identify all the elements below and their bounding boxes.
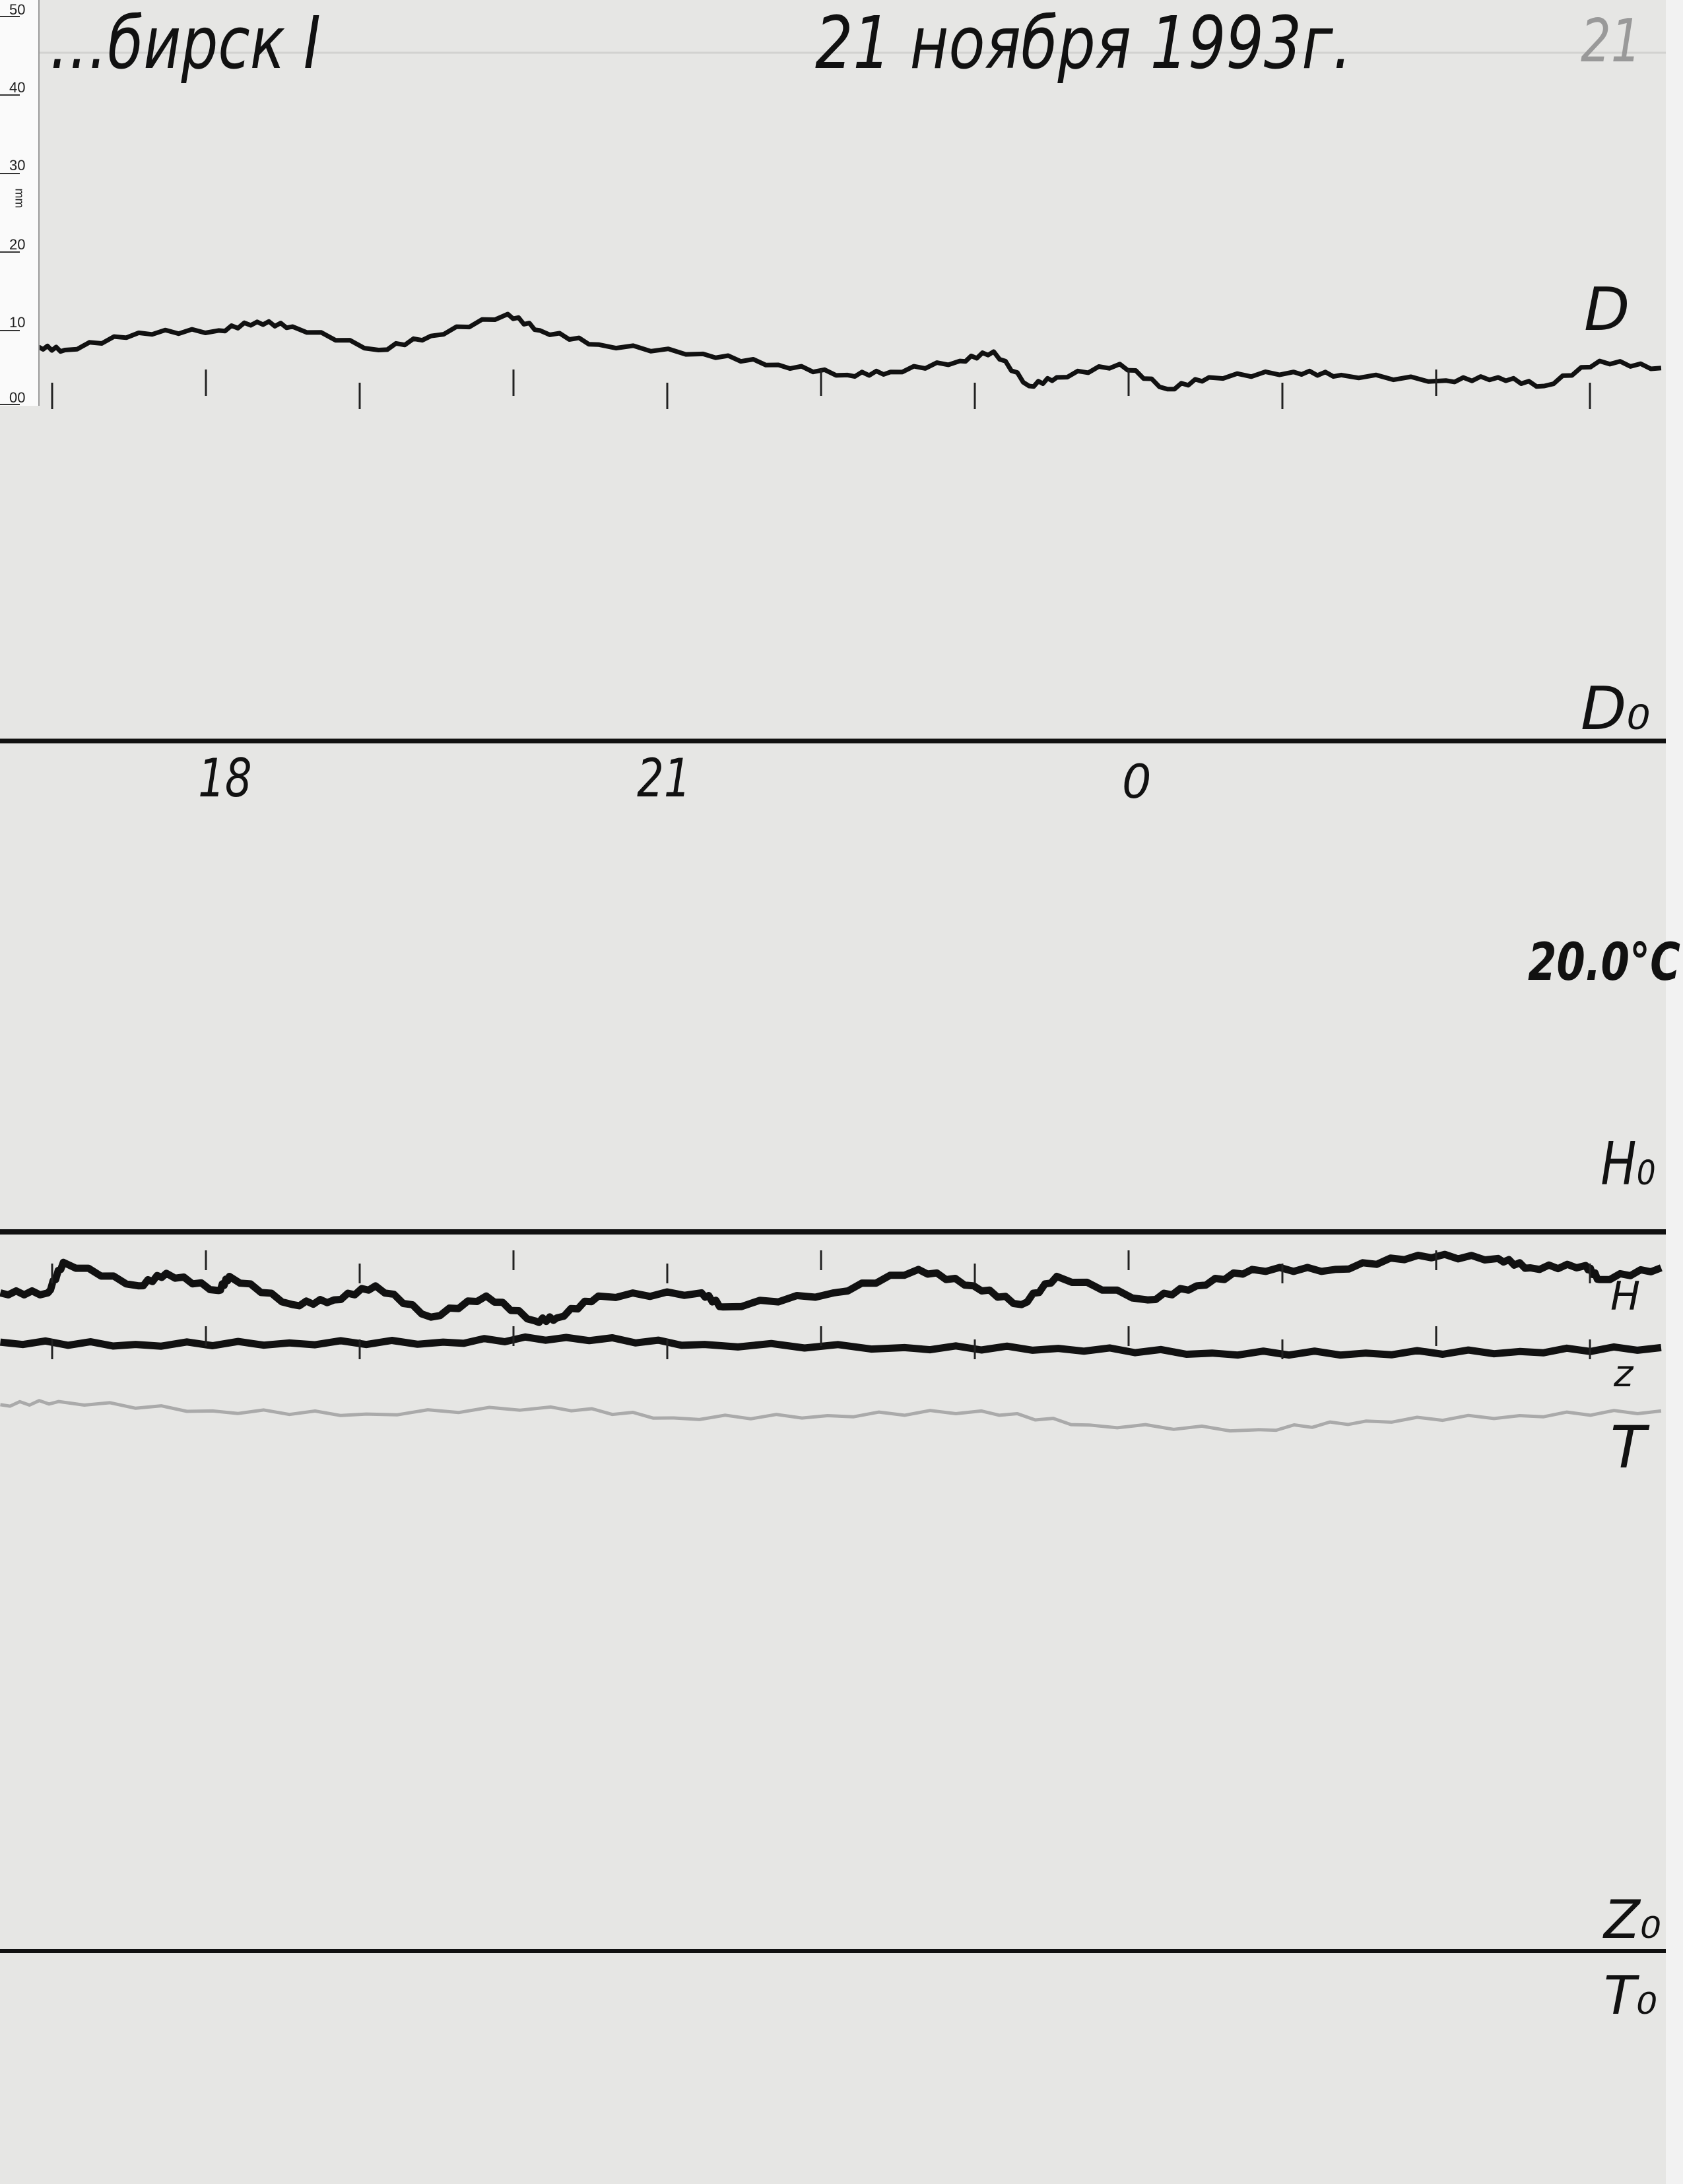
label-H: H: [1610, 1273, 1641, 1320]
label-H0: H₀: [1600, 1130, 1656, 1199]
ruler-label: 40: [9, 79, 26, 96]
label-Z0: Z₀: [1604, 1889, 1661, 1950]
hour-label-21: 21: [637, 748, 691, 809]
hour-label-18: 18: [198, 748, 252, 809]
label-T0: T₀: [1604, 1965, 1657, 2026]
temperature-label: 20.0°C: [1528, 933, 1680, 992]
trace-D: [37, 311, 1662, 392]
trace-H: [0, 1250, 1663, 1326]
ruler-label: 20: [9, 236, 26, 253]
hour-label-0: 0: [1122, 755, 1152, 809]
paper-edge: [1666, 0, 1683, 2184]
ruler-label: 30: [9, 157, 26, 174]
mm-ruler: 50 40 30 mm 20 10 00: [0, 0, 40, 406]
label-z: z: [1614, 1353, 1634, 1396]
ruler-label: 10: [9, 314, 26, 331]
label-D0: D₀: [1581, 674, 1651, 744]
ruler-unit: mm: [13, 188, 26, 209]
trace-z: [0, 1333, 1662, 1359]
label-D: D: [1584, 275, 1630, 344]
label-T: T: [1610, 1413, 1646, 1481]
trace-T: [0, 1399, 1662, 1433]
sheet-number: 21: [1581, 7, 1641, 76]
ruler-label: 00: [9, 389, 26, 406]
ruler-label: 50: [9, 1, 26, 18]
station-name: …бирск I: [50, 1, 321, 85]
chart-date: 21 ноября 1993г.: [815, 1, 1352, 85]
